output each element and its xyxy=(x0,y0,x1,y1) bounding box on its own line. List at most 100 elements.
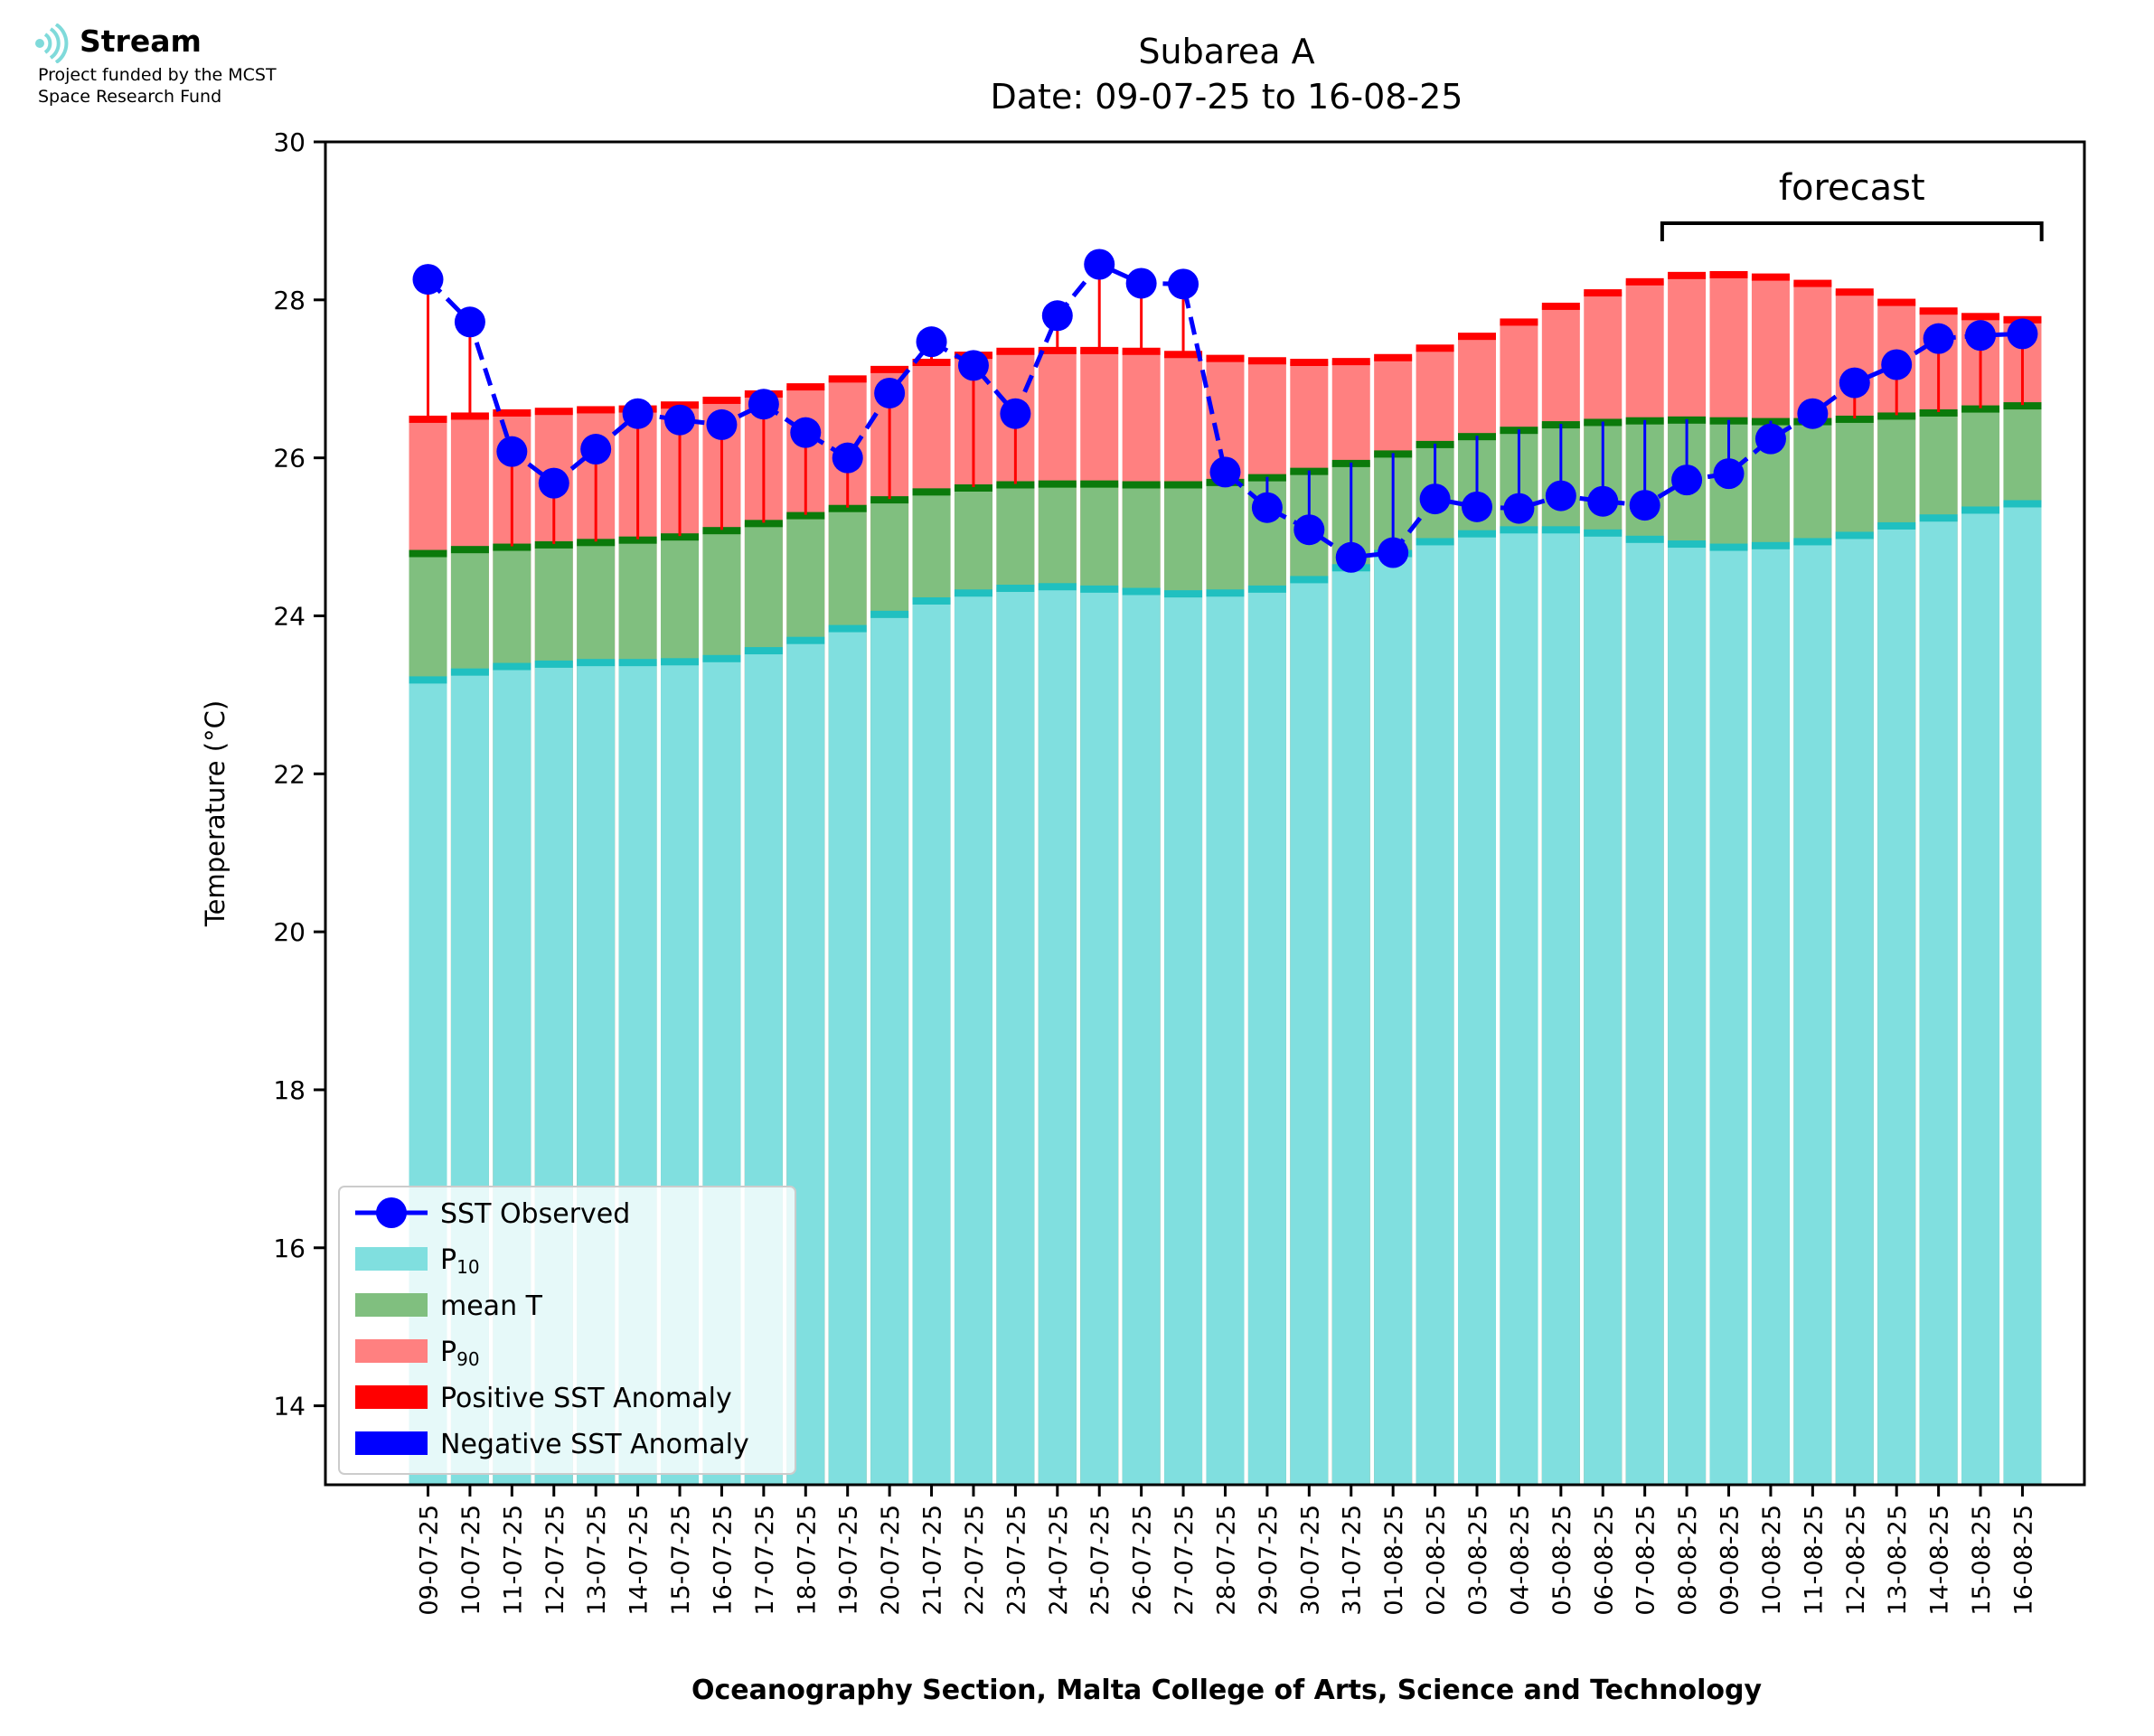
y-tick-label: 28 xyxy=(273,286,306,315)
sst-observed-point xyxy=(1839,367,1870,399)
forecast-label: forecast xyxy=(1779,167,1925,209)
day-bar-02-08-25 xyxy=(1416,344,1454,1485)
legend-label: Positive SST Anomaly xyxy=(440,1383,732,1414)
p10-edge xyxy=(828,624,867,633)
x-tick-label: 16-07-25 xyxy=(709,1505,737,1616)
observed-line-layer xyxy=(412,249,2038,573)
sst-observed-point xyxy=(1671,464,1703,496)
p90-edge xyxy=(1331,358,1370,366)
day-bar-25-07-25 xyxy=(1080,346,1119,1485)
p10-edge xyxy=(409,676,447,684)
day-bar-29-07-25 xyxy=(1247,357,1286,1485)
legend-label: Negative SST Anomaly xyxy=(440,1429,749,1460)
legend-label: SST Observed xyxy=(440,1198,630,1230)
p10-edge xyxy=(1835,531,1874,540)
p10-edge xyxy=(1247,585,1286,593)
p10-bar xyxy=(1625,538,1664,1485)
day-bar-10-08-25 xyxy=(1751,273,1790,1486)
y-tick-label: 20 xyxy=(273,917,306,947)
x-tick-label: 09-07-25 xyxy=(416,1505,444,1616)
p90-edge xyxy=(1919,307,1958,315)
sst-observed-point xyxy=(1797,398,1829,429)
p90-edge xyxy=(1751,273,1790,281)
p10-edge xyxy=(786,636,825,644)
x-tick-label: 05-08-25 xyxy=(1548,1505,1576,1616)
p10-bar xyxy=(1331,567,1370,1485)
p10-edge xyxy=(1500,526,1538,534)
p10-edge xyxy=(1751,541,1790,549)
y-axis-label: Temperature (°C) xyxy=(200,700,230,927)
x-tick-label: 14-07-25 xyxy=(626,1505,654,1616)
sst-observed-point xyxy=(1629,490,1660,521)
mean-edge xyxy=(1122,481,1161,489)
y-tick-label: 22 xyxy=(273,759,306,789)
y-tick-label: 30 xyxy=(273,127,306,157)
day-bar-22-07-25 xyxy=(954,352,992,1485)
forecast-bracket xyxy=(1660,221,2044,241)
p10-edge xyxy=(1668,540,1707,549)
mean-edge xyxy=(828,504,867,512)
sst-observed-point xyxy=(454,306,485,338)
p10-bar xyxy=(1961,509,2000,1485)
p90-edge xyxy=(450,412,489,420)
p90-edge xyxy=(870,365,909,373)
day-bar-30-07-25 xyxy=(1290,359,1329,1486)
p10-edge xyxy=(1961,506,2000,514)
x-tick-label: 14-08-25 xyxy=(1926,1505,1954,1616)
p90-edge xyxy=(1584,289,1623,297)
p10-edge xyxy=(1458,530,1496,538)
mean-edge xyxy=(1919,408,1958,417)
sst-observed-point xyxy=(1251,492,1283,523)
p90-edge xyxy=(996,347,1035,355)
legend-patch-swatch xyxy=(355,1385,428,1409)
sst-observed-point xyxy=(874,377,906,408)
p10-bar xyxy=(1835,534,1874,1485)
p90-edge xyxy=(1290,359,1329,367)
x-tick-label: 08-08-25 xyxy=(1674,1505,1702,1616)
sst-observed-point xyxy=(916,326,947,358)
day-bar-12-08-25 xyxy=(1835,288,1874,1485)
sst-observed-point xyxy=(1923,323,1954,354)
x-tick-label: 03-08-25 xyxy=(1464,1505,1492,1616)
sst-observed-point xyxy=(664,404,696,436)
p10-bar xyxy=(1751,544,1790,1485)
mean-edge xyxy=(1961,405,2000,413)
x-tick-label: 20-07-25 xyxy=(877,1505,905,1616)
p90-edge xyxy=(786,383,825,391)
mean-edge xyxy=(912,488,951,496)
mean-edge xyxy=(618,536,657,544)
sst-observed-point xyxy=(1881,349,1913,380)
day-bar-27-07-25 xyxy=(1164,351,1203,1485)
x-tick-label: 06-08-25 xyxy=(1590,1505,1618,1616)
mean-edge xyxy=(1038,480,1077,488)
mean-edge xyxy=(996,481,1035,489)
p10-edge xyxy=(1541,526,1580,534)
sst-observed-point xyxy=(1419,483,1451,515)
x-tick-label: 10-07-25 xyxy=(457,1505,485,1616)
p10-edge xyxy=(1919,514,1958,522)
day-bar-15-08-25 xyxy=(1961,313,2000,1485)
p10-edge xyxy=(1122,587,1161,596)
x-tick-label: 17-07-25 xyxy=(751,1505,779,1616)
sst-observed-point xyxy=(1125,267,1157,299)
p10-edge xyxy=(1416,538,1454,546)
p90-edge xyxy=(912,359,951,367)
x-tick-label: 26-07-25 xyxy=(1129,1505,1157,1616)
p10-bar xyxy=(954,592,992,1485)
sst-observed-point xyxy=(706,408,738,440)
p90-edge xyxy=(1374,353,1413,361)
signal-waves-icon xyxy=(35,23,69,63)
p10-edge xyxy=(1877,521,1916,530)
day-bar-13-08-25 xyxy=(1877,298,1916,1486)
sst-observed-point xyxy=(1084,249,1115,280)
day-bar-28-07-25 xyxy=(1206,354,1245,1485)
p10-bar xyxy=(1877,524,1916,1486)
mean-edge xyxy=(870,496,909,504)
x-axis-label: Oceanography Section, Malta College of A… xyxy=(691,1675,1763,1706)
p90-edge xyxy=(1541,302,1580,310)
sst-observed-point xyxy=(1587,485,1619,517)
day-bar-31-07-25 xyxy=(1331,358,1370,1486)
x-tick-label: 07-08-25 xyxy=(1632,1505,1660,1616)
